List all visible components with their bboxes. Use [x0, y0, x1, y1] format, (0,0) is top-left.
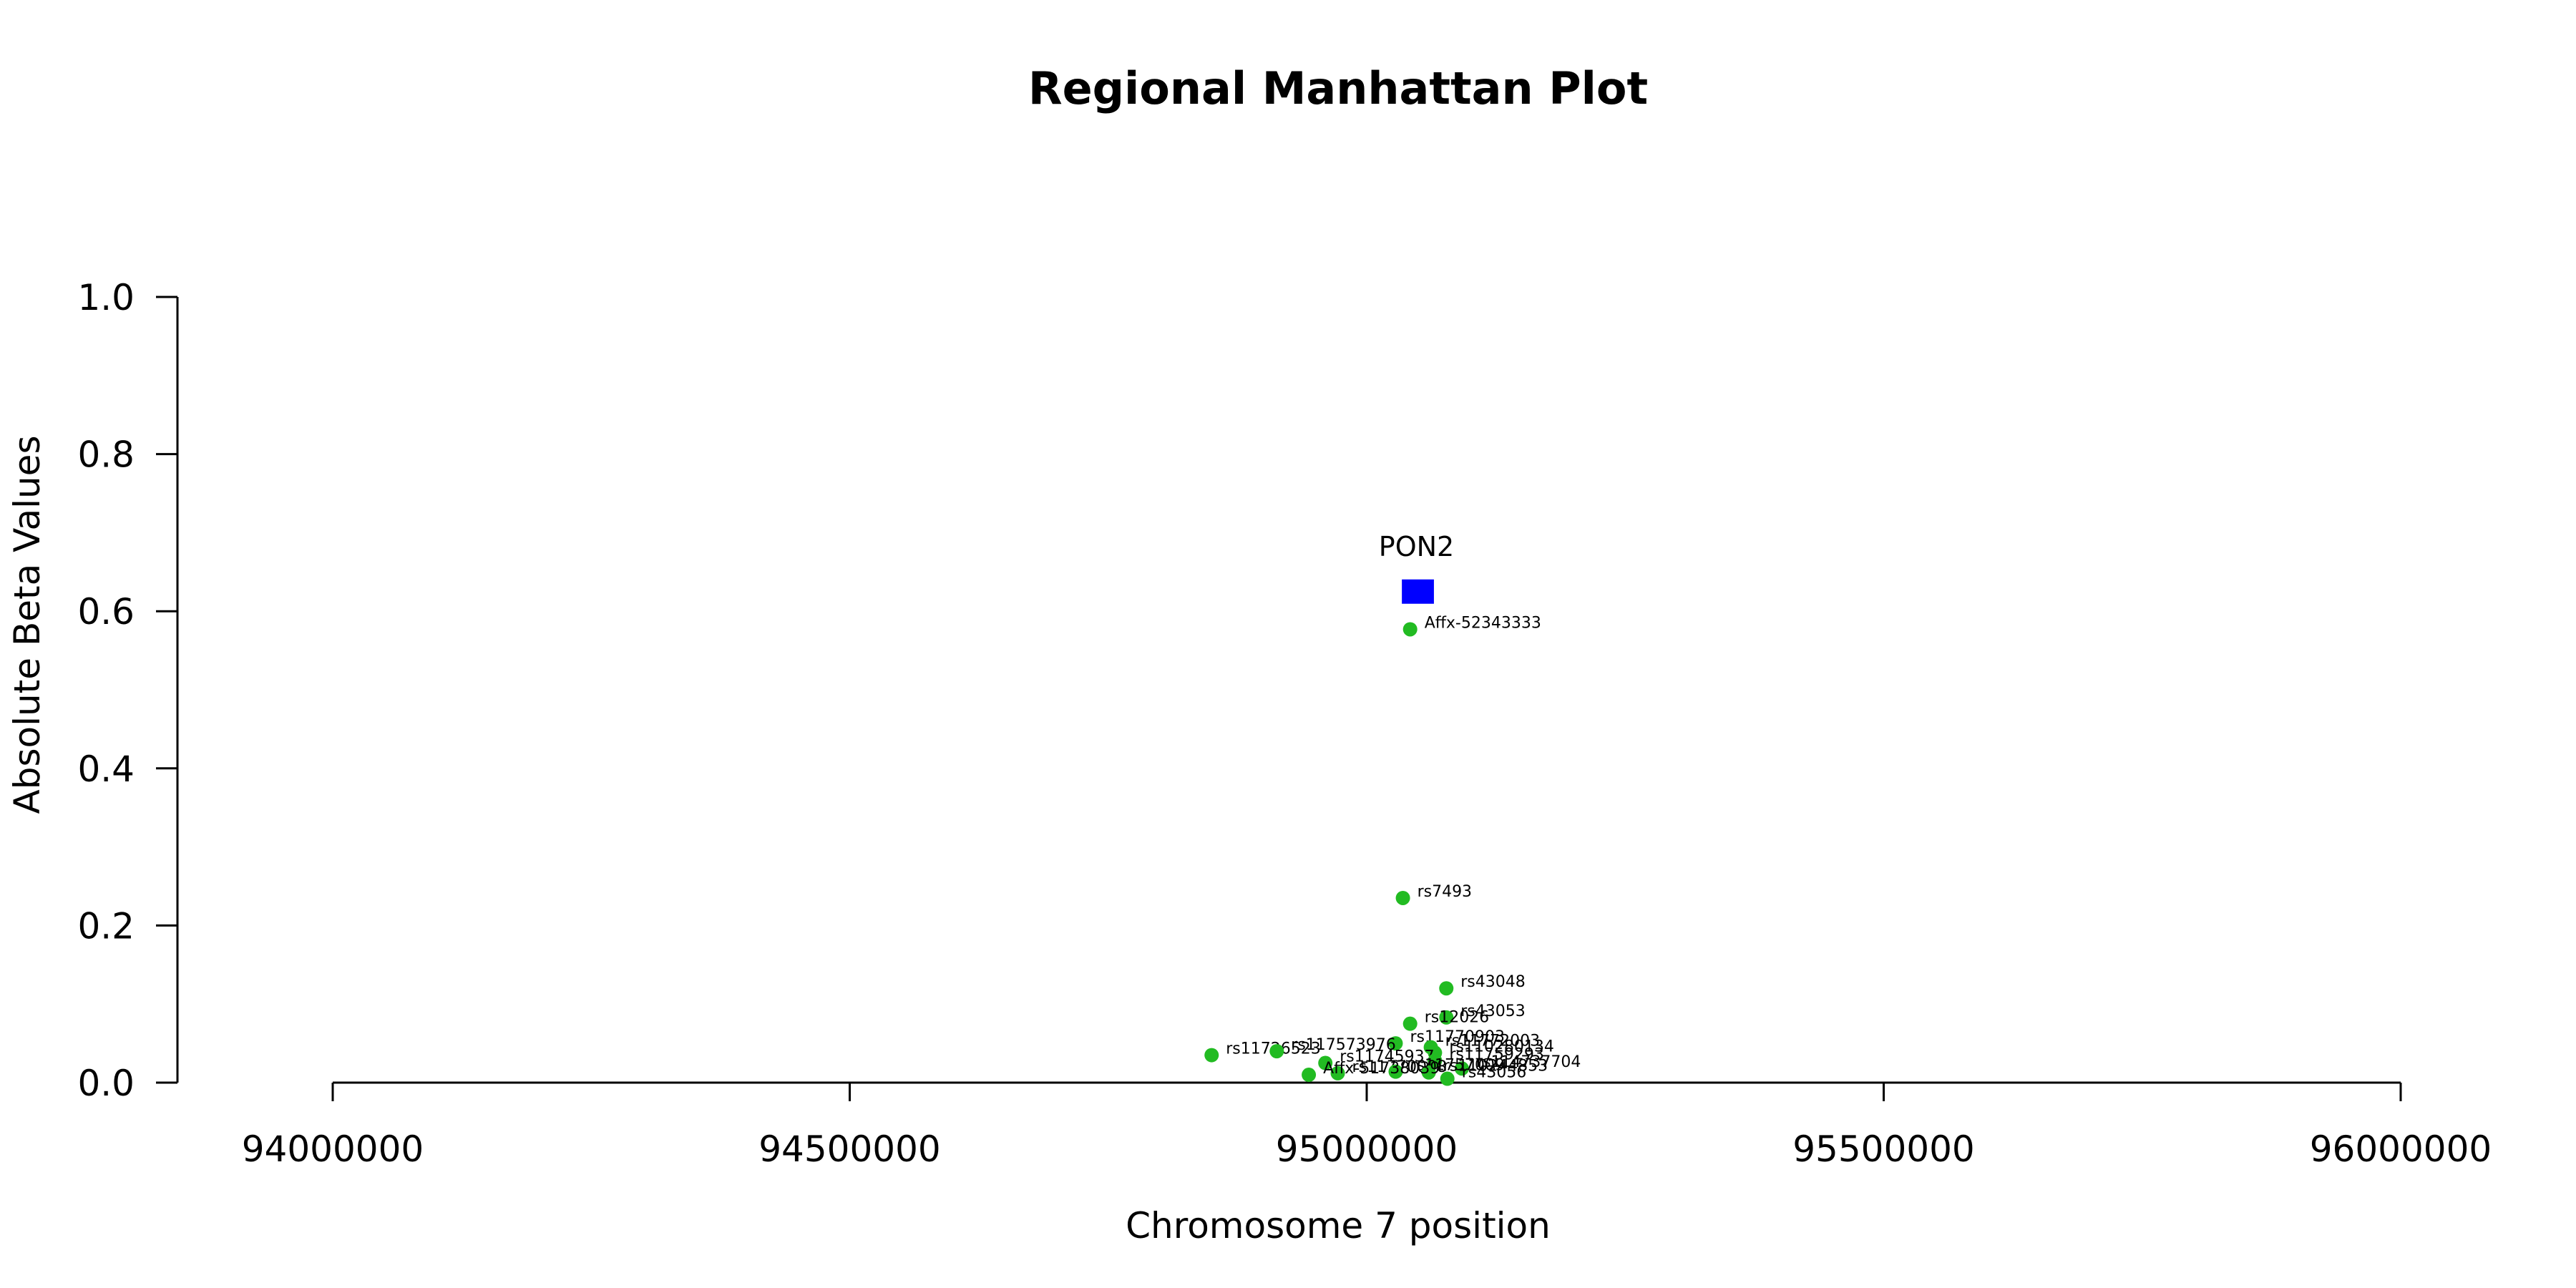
- y-tick-label: 1.0: [77, 277, 135, 318]
- snp-point: [1395, 890, 1410, 905]
- snp-point: [1402, 622, 1418, 637]
- snp-point: [1388, 1064, 1403, 1079]
- y-tick-label: 0.2: [77, 905, 135, 947]
- snp-label: rs43053: [1460, 1002, 1526, 1020]
- axes: 94000000 94500000 95000000 95500000 96000000…: [77, 277, 2492, 1170]
- snp-point: [1428, 1053, 1443, 1068]
- snp-label: rs43048: [1460, 973, 1526, 991]
- snp-label: rs11772003: [1445, 1033, 1540, 1050]
- point-layer: Affx-52343333 rs7493 rs43048 rs43053rs12026…: [1204, 614, 1581, 1086]
- snp-label: rs43056: [1462, 1064, 1527, 1082]
- snp-point: [1388, 1036, 1403, 1051]
- snp-label: Affx-52343333: [1425, 614, 1541, 632]
- snp-point: [1440, 1071, 1455, 1086]
- x-tick-label: 95500000: [1792, 1128, 1975, 1170]
- snp-label: rs114737704: [1476, 1053, 1581, 1071]
- x-tick-label: 95000000: [1276, 1128, 1458, 1170]
- x-tick-label: 94000000: [242, 1128, 424, 1170]
- snp-label: rs11759293: [1449, 1045, 1543, 1063]
- gene-label: PON2: [1379, 531, 1454, 562]
- gene-layer: PON2: [1379, 531, 1454, 604]
- snp-point: [1302, 1068, 1317, 1083]
- snp-point: [1204, 1048, 1219, 1063]
- y-tick-label: 0.8: [77, 434, 135, 476]
- snp-point: [1402, 1016, 1418, 1031]
- chart-title: Regional Manhattan Plot: [1028, 62, 1648, 114]
- snp-label: Affx-51738039: [1323, 1060, 1440, 1078]
- gene-block: [1402, 579, 1434, 604]
- snp-point: [1439, 1010, 1454, 1025]
- snp-point: [1439, 981, 1454, 996]
- y-axis-label: Absolute Beta Values: [6, 436, 48, 814]
- snp-label: rs7493: [1418, 883, 1473, 901]
- snp-point: [1269, 1044, 1284, 1059]
- snp-point: [1454, 1061, 1469, 1076]
- x-tick-label: 96000000: [2310, 1128, 2492, 1170]
- y-tick-label: 0.6: [77, 591, 135, 633]
- snp-label: rs11745937: [1340, 1048, 1434, 1066]
- snp-label: rs110244853: [1443, 1058, 1548, 1075]
- snp-label: rs117573976: [1291, 1036, 1395, 1054]
- y-tick-label: 0.4: [77, 748, 135, 790]
- snp-point: [1421, 1065, 1436, 1080]
- x-tick-label: 94500000: [758, 1128, 941, 1170]
- snp-point: [1318, 1055, 1333, 1070]
- x-axis-label: Chromosome 7 position: [1126, 1205, 1551, 1246]
- snp-label: rs12026: [1425, 1009, 1490, 1027]
- y-tick-label: 0.0: [77, 1063, 135, 1104]
- snp-point: [1330, 1065, 1345, 1080]
- snp-label: rs110280134: [1449, 1038, 1553, 1055]
